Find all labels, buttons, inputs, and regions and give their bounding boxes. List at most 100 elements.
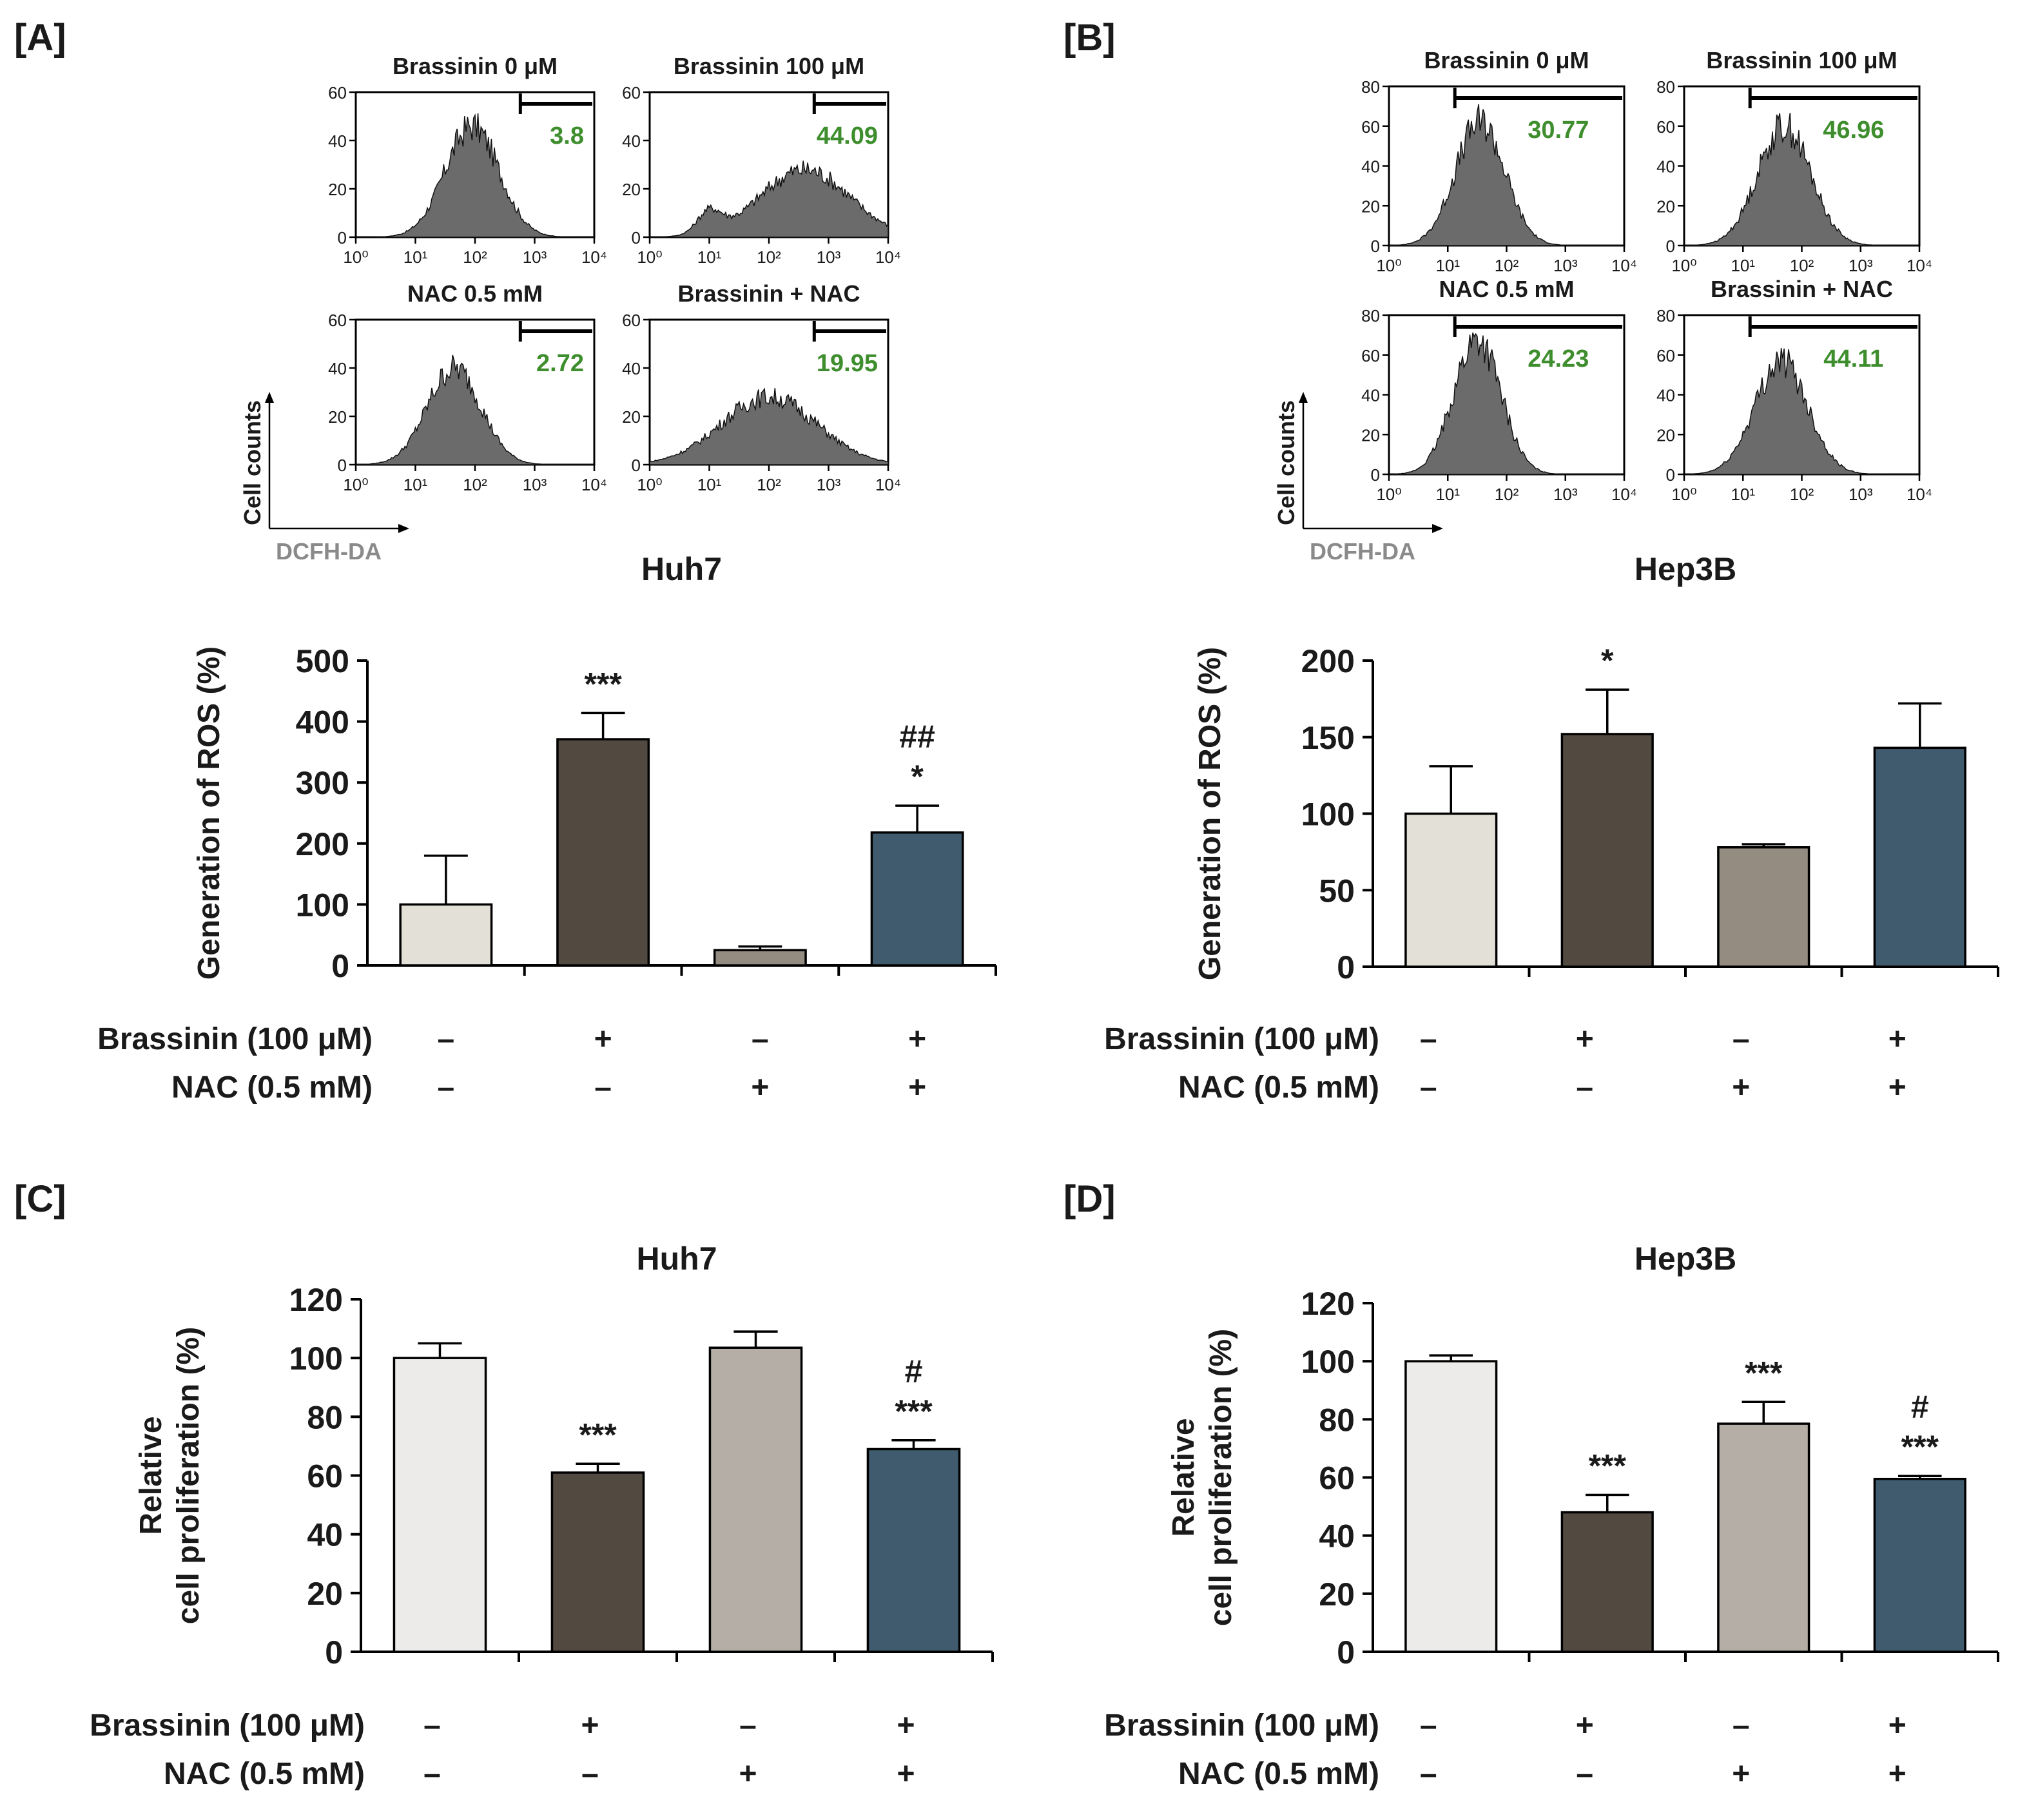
gate-percentage: 3.8 — [550, 122, 584, 150]
significance-marker: *** — [1901, 1429, 1939, 1465]
y-tick-label: 20 — [1319, 1576, 1355, 1612]
treatment-symbol: + — [1732, 1070, 1750, 1105]
treatment-label: NAC (0.5 mM) — [1178, 1070, 1379, 1105]
histogram-x-tick-label: 10² — [1790, 485, 1814, 504]
histogram-y-tick-label: 20 — [328, 180, 347, 199]
chart-title: Hep3B — [1635, 551, 1736, 587]
significance-marker: ## — [899, 719, 935, 755]
histogram-y-tick-label: 40 — [328, 131, 347, 151]
bar-brassinin — [1560, 733, 1654, 968]
arrow-head — [398, 524, 409, 533]
treatment-symbol: + — [897, 1709, 915, 1743]
histogram-x-tick-label: 10⁰ — [1671, 256, 1696, 275]
bar-brassinin — [1560, 1511, 1654, 1653]
histogram-y-tick-label: 80 — [1361, 77, 1380, 97]
histogram-curve — [356, 113, 594, 238]
histogram-y-tick-label: 60 — [1656, 117, 1675, 137]
significance-marker: *** — [1589, 1448, 1627, 1484]
panel-d-label: [D] — [1063, 1178, 1116, 1220]
histogram-x-tick-label: 10² — [463, 247, 487, 267]
panel-b-label: [B] — [1063, 17, 1116, 59]
histogram-title: Brassinin 0 μM — [393, 53, 558, 79]
histogram-curve — [355, 354, 594, 465]
treatment-symbol: + — [1732, 1757, 1750, 1791]
histogram-x-tick-label: 10⁴ — [1907, 256, 1932, 275]
y-tick-label: 80 — [1319, 1402, 1355, 1438]
histogram-y-tick-label: 20 — [328, 407, 347, 427]
y-axis-label: Generation of ROS (%) — [1193, 647, 1227, 980]
histogram-x-tick-label: 10³ — [1553, 256, 1578, 275]
treatment-symbol: – — [438, 1070, 455, 1105]
treatment-symbol: + — [751, 1070, 769, 1105]
dcfh-da-label: DCFH-DA — [276, 538, 382, 565]
significance-marker: * — [911, 759, 924, 795]
bar-nac — [1717, 1422, 1810, 1653]
y-axis-label: cell proliferation (%) — [1204, 1329, 1238, 1626]
arrow-head — [1432, 524, 1443, 533]
histogram-y-tick-label: 80 — [1361, 306, 1380, 325]
histogram-y-tick-label: 40 — [1361, 386, 1380, 405]
y-tick-label: 400 — [296, 704, 349, 741]
treatment-symbol: – — [1420, 1022, 1437, 1056]
histogram-y-tick-label: 0 — [338, 228, 347, 247]
histogram-x-tick-label: 10⁰ — [1376, 256, 1401, 275]
gate-percentage: 44.09 — [817, 122, 878, 150]
significance-marker: *** — [1745, 1355, 1783, 1391]
y-tick-label: 40 — [1319, 1518, 1355, 1554]
y-tick-label: 80 — [307, 1399, 343, 1435]
histogram-curve — [1388, 104, 1624, 246]
histogram-x-tick-label: 10⁰ — [343, 475, 368, 494]
y-axis-label: cell proliferation (%) — [171, 1327, 206, 1624]
y-tick-label: 50 — [1319, 873, 1355, 909]
histogram-x-tick-label: 10³ — [523, 475, 547, 494]
y-axis-label: Generation of ROS (%) — [192, 646, 226, 980]
histogram-x-tick-label: 10³ — [1553, 485, 1578, 504]
treatment-symbol: + — [581, 1709, 599, 1743]
significance-marker: # — [905, 1353, 923, 1389]
treatment-symbol: – — [423, 1709, 441, 1743]
histogram-title: Brassinin + NAC — [1711, 276, 1893, 302]
histogram-y-tick-label: 0 — [1666, 237, 1675, 256]
histogram-y-tick-label: 20 — [1361, 197, 1380, 216]
histogram-y-tick-label: 40 — [622, 359, 641, 378]
treatment-symbol: – — [1732, 1709, 1750, 1743]
bar-brassinin-nac — [866, 1447, 961, 1653]
histogram-y-tick-label: 80 — [1656, 77, 1675, 97]
histogram-x-tick-label: 10³ — [817, 475, 841, 494]
y-axis-label: Relative — [1167, 1418, 1201, 1536]
histogram-x-tick-label: 10² — [1790, 256, 1814, 275]
histogram-y-tick-label: 0 — [632, 228, 641, 247]
histogram-y-tick-label: 20 — [1656, 425, 1675, 445]
y-tick-label: 60 — [307, 1458, 343, 1495]
treatment-symbol: + — [1888, 1022, 1907, 1056]
treatment-symbol: – — [1732, 1022, 1750, 1056]
cell-counts-label: Cell counts — [239, 400, 266, 525]
histogram-x-tick-label: 10³ — [817, 247, 841, 267]
treatment-label: Brassinin (100 μM) — [90, 1709, 365, 1743]
histogram-y-tick-label: 60 — [622, 83, 641, 102]
histogram-curve — [1684, 113, 1919, 246]
treatment-symbol: – — [438, 1022, 455, 1056]
histogram-x-tick-label: 10⁴ — [1611, 485, 1637, 504]
histogram-x-tick-label: 10⁴ — [1907, 485, 1932, 504]
y-tick-label: 60 — [1319, 1460, 1355, 1496]
histogram-x-tick-label: 10⁴ — [875, 247, 901, 267]
y-tick-label: 0 — [1337, 949, 1355, 985]
histogram-x-tick-label: 10² — [1495, 485, 1519, 504]
chart-title: Hep3B — [1635, 1241, 1736, 1277]
y-tick-label: 300 — [296, 765, 349, 801]
histogram-x-tick-label: 10² — [757, 247, 781, 267]
histogram-x-tick-label: 10³ — [1849, 485, 1873, 504]
bar-brassinin-nac — [1873, 1478, 1966, 1653]
bar-control — [393, 1357, 487, 1653]
histogram-y-tick-label: 60 — [328, 83, 347, 102]
treatment-symbol: – — [1576, 1757, 1593, 1791]
histogram-x-tick-label: 10¹ — [697, 475, 722, 494]
treatment-symbol: + — [594, 1022, 612, 1056]
treatment-symbol: – — [752, 1022, 769, 1056]
treatment-symbol: + — [1576, 1022, 1594, 1056]
dcfh-da-label: DCFH-DA — [1310, 538, 1415, 565]
y-tick-label: 0 — [1337, 1634, 1355, 1670]
treatment-symbol: + — [739, 1757, 757, 1791]
histogram-x-tick-label: 10⁰ — [637, 247, 662, 267]
